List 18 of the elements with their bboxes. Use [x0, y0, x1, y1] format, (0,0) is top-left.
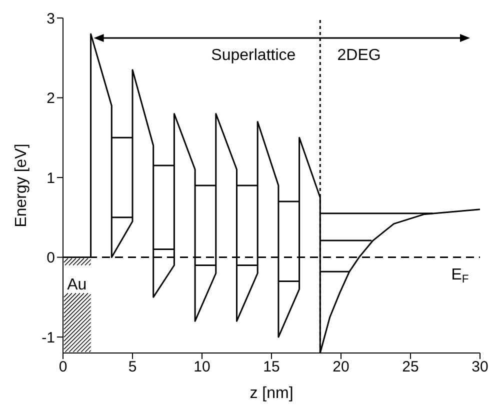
ref-line-label: E$_{F}$	[451, 266, 469, 286]
y-tick-label: 2	[46, 90, 55, 108]
y-tick-label: 3	[46, 10, 55, 28]
x-tick-label: 5	[128, 358, 137, 376]
annotation: 2DEG	[337, 46, 381, 64]
x-tick-label: 15	[263, 358, 280, 376]
annotation: Superlattice	[211, 46, 296, 64]
y-tick-label: -1	[42, 329, 55, 346]
y-tick-label: 0	[46, 250, 55, 267]
x-tick-label: 10	[194, 358, 210, 376]
y-tick-label: 1	[46, 170, 55, 187]
y-axis-title: Energy [eV]	[13, 144, 30, 228]
annotation: Au	[67, 276, 87, 294]
x-axis-title: z [nm]	[250, 385, 294, 402]
x-tick-label: 20	[332, 358, 350, 376]
x-tick-label: 25	[402, 358, 419, 376]
x-tick-label: 30	[472, 358, 488, 376]
x-tick-label: 0	[58, 358, 68, 376]
